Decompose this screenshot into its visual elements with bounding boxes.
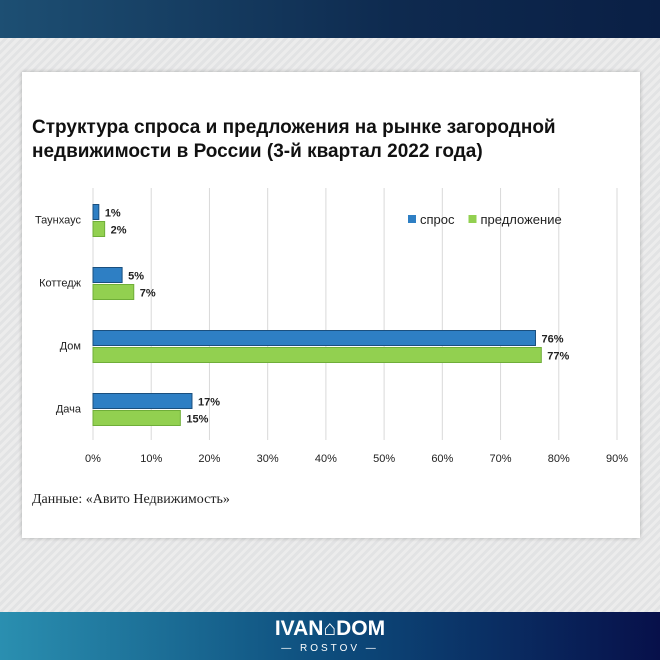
x-tick-label: 10%: [140, 453, 162, 465]
legend-label: спрос: [420, 212, 455, 227]
bar-спрос: [92, 393, 193, 409]
data-label: 15%: [186, 414, 208, 426]
x-tick-label: 80%: [548, 453, 570, 465]
bar-спрос: [92, 330, 536, 346]
chart-title: Структура спроса и предложения на рынке …: [32, 117, 556, 162]
x-tick-label: 0%: [85, 453, 101, 465]
bar-предложение: [92, 347, 542, 363]
legend-label: предложение: [481, 212, 562, 227]
bar-спрос: [92, 267, 123, 283]
bar-предложение: [92, 410, 181, 426]
data-label: 76%: [541, 334, 563, 346]
chart-card: [22, 72, 640, 538]
x-tick-label: 40%: [315, 453, 337, 465]
x-tick-label: 60%: [431, 453, 453, 465]
bar-спрос: [92, 204, 100, 220]
data-label: 7%: [140, 288, 156, 300]
brand-logo: IVAN⌂DOM: [274, 617, 386, 640]
bar-предложение: [92, 284, 135, 300]
x-tick-label: 20%: [198, 453, 220, 465]
category-label: Коттедж: [39, 278, 82, 290]
x-tick-label: 30%: [257, 453, 279, 465]
bar-предложение: [92, 221, 106, 237]
data-label: 17%: [198, 397, 220, 409]
data-label: 2%: [111, 225, 127, 237]
x-tick-label: 70%: [490, 453, 512, 465]
data-label: 1%: [105, 208, 121, 220]
category-label: Таунхаус: [35, 215, 82, 227]
x-tick-label: 90%: [606, 453, 628, 465]
brand-logo-sub: — ROSTOV —: [281, 643, 379, 654]
legend-swatch: [468, 215, 477, 223]
category-label: Дом: [60, 341, 81, 353]
footer-band: [0, 612, 660, 660]
category-label: Дача: [56, 404, 82, 416]
top-band: [0, 0, 660, 38]
source-note: Данные: «Авито Недвижимость»: [32, 492, 230, 507]
x-tick-label: 50%: [373, 453, 395, 465]
legend-swatch: [408, 215, 416, 223]
data-label: 5%: [128, 271, 144, 283]
data-label: 77%: [547, 351, 569, 363]
